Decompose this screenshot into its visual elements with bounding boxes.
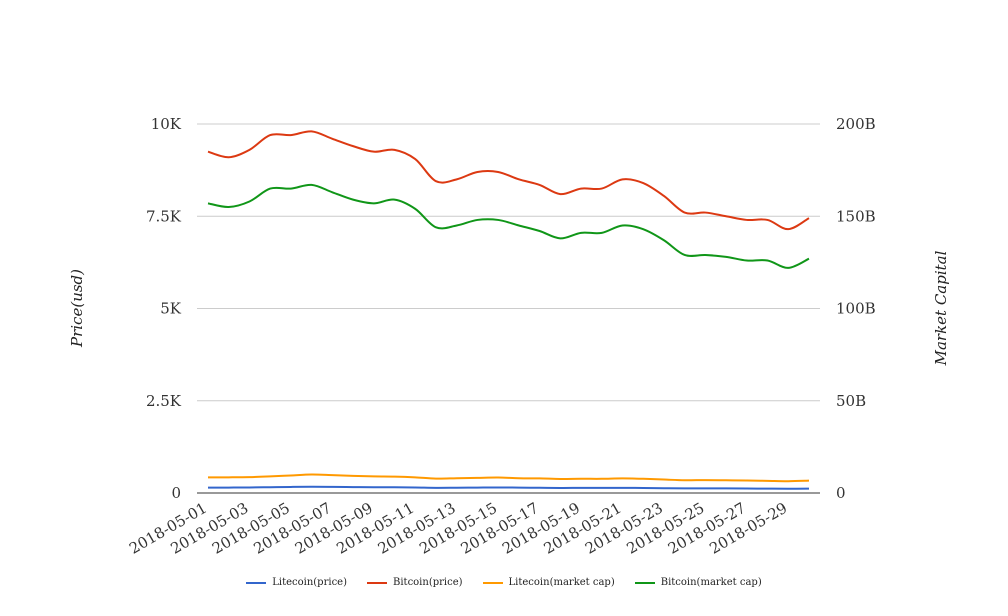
y2-tick-label: 100B: [836, 300, 876, 318]
y-tick-label: 5K: [160, 300, 182, 318]
y-tick-label: 0: [171, 484, 181, 502]
legend-swatch: [634, 581, 655, 584]
y-axis-left-ticks: 0 2.5K 5K 7.5K 10K: [146, 115, 182, 502]
legend-swatch: [246, 581, 267, 584]
legend-label: Bitcoin(price): [393, 577, 463, 588]
legend-item[interactable]: Litecoin(price): [246, 577, 347, 588]
y-axis-right-title: Market Capital: [932, 250, 950, 366]
legend-item[interactable]: Bitcoin(price): [367, 577, 463, 588]
y2-tick-label: 200B: [836, 115, 876, 133]
y-tick-label: 2.5K: [146, 392, 182, 410]
series-lines: [207, 130, 810, 490]
series-line: [207, 473, 810, 483]
series-line: [207, 183, 810, 269]
y2-tick-label: 150B: [836, 207, 876, 225]
y-tick-label: 10K: [151, 115, 182, 133]
y-axis-right-ticks: 0 50B 100B 150B 200B: [836, 115, 876, 502]
legend-label: Litecoin(price): [272, 577, 347, 588]
x-axis-ticks: 2018-05-012018-05-032018-05-052018-05-07…: [126, 499, 790, 558]
y2-tick-label: 50B: [836, 392, 866, 410]
legend-swatch: [482, 581, 503, 584]
legend-item[interactable]: Litecoin(market cap): [482, 577, 615, 588]
gridlines: [197, 123, 820, 494]
legend-swatch: [367, 581, 387, 584]
chart: 0 2.5K 5K 7.5K 10K 0 50B 100B 150B 200B 2018-05-…: [68, 115, 950, 558]
series-line: [207, 130, 810, 231]
y-tick-label: 7.5K: [146, 207, 182, 225]
y-axis-left-title: Price(usd): [68, 269, 86, 348]
y2-tick-label: 0: [836, 484, 846, 502]
legend: Litecoin(price) Bitcoin(price) Litecoin(ma…: [0, 577, 1008, 588]
series-line: [207, 485, 810, 490]
legend-label: Litecoin(market cap): [508, 577, 615, 588]
legend-label: Bitcoin(market cap): [660, 577, 762, 588]
legend-item[interactable]: Bitcoin(market cap): [634, 577, 762, 588]
